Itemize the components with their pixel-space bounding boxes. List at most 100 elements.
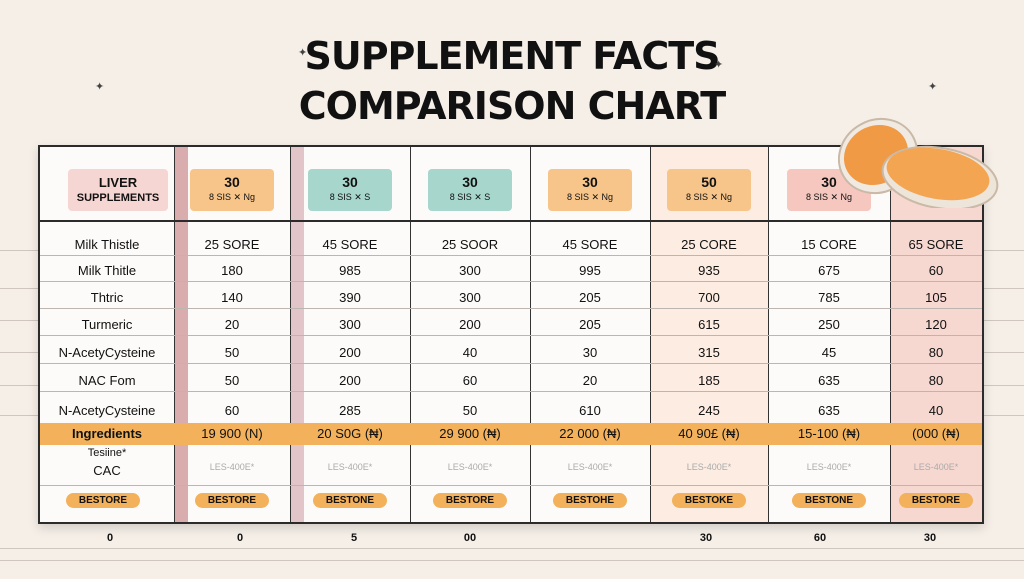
- table-cell: 300: [339, 317, 361, 332]
- column-header-number: 30: [462, 174, 478, 190]
- sparkle-icon: ✦: [298, 47, 308, 59]
- column-divider: [768, 147, 769, 522]
- ingredients-cell: 15-100 (₦): [797, 426, 861, 441]
- test-cell: LES-400E*: [806, 462, 852, 472]
- column-header-sub: 8 SIS ✕ Ng: [208, 192, 256, 202]
- table-cell: 300: [459, 263, 481, 278]
- table-cell: 20: [224, 317, 240, 332]
- table-cell: 140: [221, 290, 243, 305]
- tests-label-line2: CAC: [93, 463, 121, 478]
- row-label: Milk Thitle: [77, 263, 137, 278]
- ingredients-cell: 20 S0G (₦): [317, 426, 383, 441]
- row-label: Turmeric: [81, 317, 133, 332]
- row-label: Milk Thistle: [74, 237, 140, 252]
- comparison-table: LIVER SUPPLEMENTS 30 8 SIS ✕ Ng 30 8 SIS ✕ …: [38, 145, 984, 524]
- bestore-button[interactable]: BESTORE: [433, 493, 507, 508]
- table-cell: 80: [928, 345, 944, 360]
- table-cell: 25 SORE: [204, 237, 260, 252]
- table-cell: 390: [339, 290, 361, 305]
- ingredients-cell: 22 000 (₦): [559, 426, 621, 441]
- table-cell: 700: [698, 290, 720, 305]
- table-cell: 180: [221, 263, 243, 278]
- footer-value: 5: [350, 532, 358, 544]
- ingredients-cell: 40 90£ (₦): [678, 426, 740, 441]
- test-cell: LES-400E*: [209, 462, 255, 472]
- table-cell: 40: [462, 345, 478, 360]
- column-band: [890, 147, 982, 522]
- supplement-slice-image: [837, 117, 999, 208]
- test-cell: LES-400E*: [686, 462, 732, 472]
- row-label: N-AcetyCysteine: [58, 403, 156, 418]
- column-header-number: 50: [701, 174, 717, 190]
- column-header-sub: 8 SIS ✕ Ng: [566, 192, 614, 202]
- bestore-button[interactable]: BESTOKE: [672, 493, 746, 508]
- table-cell: 200: [339, 345, 361, 360]
- column-header-1: 30 8 SIS ✕ Ng: [190, 169, 274, 211]
- table-cell: 15 CORE: [801, 237, 857, 252]
- column-header-3: 30 8 SIS ✕ S: [428, 169, 512, 211]
- table-cell: 300: [459, 290, 481, 305]
- footer-value: 0: [106, 532, 114, 544]
- test-cell: LES-400E*: [327, 462, 373, 472]
- row-divider: [40, 485, 982, 486]
- bestore-button[interactable]: BESTORE: [899, 493, 973, 508]
- table-cell: 65 SORE: [908, 237, 964, 252]
- sparkle-icon: ✦: [928, 81, 938, 93]
- column-divider: [530, 147, 531, 522]
- column-divider: [290, 147, 291, 522]
- chart-title-line1: SUPPLEMENT FACTS: [304, 34, 720, 78]
- column-header-number: 30: [342, 174, 358, 190]
- table-cell: 250: [818, 317, 840, 332]
- table-cell: 30: [582, 345, 598, 360]
- corner-line2: SUPPLEMENTS: [76, 192, 160, 204]
- table-cell: 635: [818, 373, 840, 388]
- table-cell: 45 SORE: [322, 237, 378, 252]
- row-label: Thtric: [90, 290, 124, 305]
- bg-line: [0, 548, 1024, 549]
- ingredients-bar: [40, 423, 982, 445]
- table-cell: 315: [698, 345, 720, 360]
- table-cell: 120: [925, 317, 947, 332]
- ingredients-cell: (000 (₦): [912, 426, 960, 441]
- column-header-5: 50 8 SIS ✕ Ng: [667, 169, 751, 211]
- table-cell: 40: [928, 403, 944, 418]
- table-cell: 245: [698, 403, 720, 418]
- table-cell: 185: [698, 373, 720, 388]
- table-cell: 200: [459, 317, 481, 332]
- bestore-button[interactable]: BESTORE: [195, 493, 269, 508]
- bestore-button[interactable]: BESTONE: [792, 493, 866, 508]
- table-cell: 25 CORE: [681, 237, 737, 252]
- column-header-sub: 8 SIS ✕ Ng: [805, 192, 853, 202]
- table-cell: 935: [698, 263, 720, 278]
- table-cell: 50: [224, 373, 240, 388]
- bestore-button[interactable]: BESTONE: [313, 493, 387, 508]
- bestore-button[interactable]: BESTORE: [66, 493, 140, 508]
- test-cell: LES-400E*: [447, 462, 493, 472]
- column-divider: [890, 147, 891, 522]
- column-header-number: 30: [224, 174, 240, 190]
- footer-value: 60: [813, 532, 827, 544]
- ingredients-cell: 29 900 (₦): [439, 426, 501, 441]
- row-divider: [40, 391, 982, 392]
- table-cell: 60: [224, 403, 240, 418]
- bestore-button[interactable]: BESTOHE: [553, 493, 627, 508]
- column-header-sub: 8 SIS ✕ S: [449, 192, 491, 202]
- column-header-number: 30: [821, 174, 837, 190]
- table-cell: 200: [339, 373, 361, 388]
- table-cell: 20: [582, 373, 598, 388]
- footer-value: 00: [463, 532, 477, 544]
- table-cell: 50: [224, 345, 240, 360]
- bg-line: [0, 560, 1024, 561]
- ingredients-label: Ingredients: [71, 426, 143, 441]
- table-cell: 205: [579, 290, 601, 305]
- table-cell: 80: [928, 373, 944, 388]
- sparkle-icon: ✦: [714, 59, 724, 71]
- row-divider: [40, 255, 982, 256]
- table-cell: 60: [462, 373, 478, 388]
- table-cell: 285: [339, 403, 361, 418]
- table-cell: 45: [821, 345, 837, 360]
- table-cell: 610: [579, 403, 601, 418]
- header-corner: LIVER SUPPLEMENTS: [68, 169, 168, 211]
- table-cell: 25 SOOR: [441, 237, 499, 252]
- column-header-sub: 8 SIS ✕ Ng: [685, 192, 733, 202]
